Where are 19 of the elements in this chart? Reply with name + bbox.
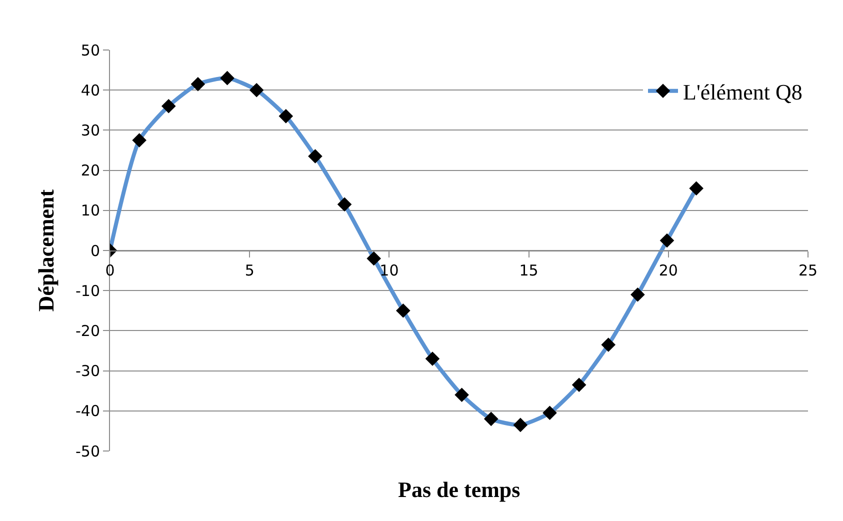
- y-tick-label: 0: [90, 242, 100, 260]
- x-tick-label: 0: [105, 262, 115, 280]
- x-tick-label: 15: [519, 262, 538, 280]
- x-tick-label: 25: [798, 262, 818, 280]
- x-tick-label: 5: [244, 262, 254, 280]
- y-tick-label: -50: [76, 442, 100, 460]
- y-tick-label: -30: [76, 362, 100, 380]
- y-tick-label: 40: [80, 81, 100, 100]
- legend-label: L'élément Q8: [683, 79, 802, 104]
- y-tick-label: 50: [80, 41, 100, 60]
- x-axis-title: Pas de temps: [398, 477, 521, 502]
- y-tick-label: -40: [76, 402, 100, 420]
- y-tick-label: 20: [80, 162, 100, 180]
- y-axis-title: Déplacement: [33, 188, 58, 312]
- y-tick-label: 10: [80, 202, 100, 220]
- y-tick-label: -10: [76, 282, 100, 300]
- y-tick-label: -20: [76, 322, 100, 340]
- x-tick-label: 20: [658, 262, 678, 280]
- y-tick-label: 30: [80, 121, 100, 140]
